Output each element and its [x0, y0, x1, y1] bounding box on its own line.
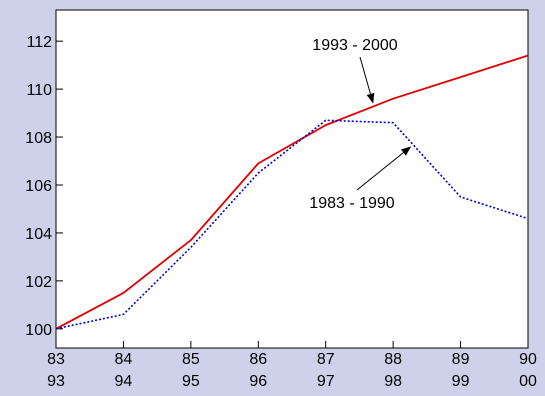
x-tick-label-top: 83 [47, 351, 65, 368]
y-tick-label: 110 [26, 82, 52, 99]
annotation-arrow [359, 56, 375, 104]
x-tick-label-top: 87 [317, 351, 335, 368]
x-tick-label-bottom: 94 [115, 373, 133, 390]
annotation-arrow [356, 146, 412, 191]
x-tick-label-top: 84 [115, 351, 133, 368]
series-label-1993-2000: 1993 - 2000 [312, 37, 398, 54]
y-tick-label: 100 [25, 322, 52, 339]
series-line-blue [55, 119, 529, 330]
x-tick-label-bottom: 93 [47, 373, 65, 390]
x-tick-label-bottom: 96 [249, 373, 267, 390]
x-tick-label-top: 89 [452, 351, 470, 368]
x-tick-label-top: 85 [182, 351, 200, 368]
y-tick-label: 112 [26, 34, 52, 51]
y-tick-label: 108 [25, 130, 52, 147]
x-tick-label-bottom: 99 [452, 373, 470, 390]
plot-area [55, 9, 529, 349]
x-tick-label-bottom: 98 [384, 373, 402, 390]
x-tick-label-bottom: 97 [317, 373, 335, 390]
x-tick-label-top: 90 [519, 351, 537, 368]
x-tick-label-bottom: 95 [182, 373, 200, 390]
y-tick-label: 102 [25, 274, 52, 291]
y-tick-label: 104 [25, 226, 52, 243]
x-tick-label-top: 86 [249, 351, 267, 368]
series-line-red [55, 54, 529, 330]
y-tick-label: 106 [25, 178, 52, 195]
x-tick-label-top: 88 [384, 351, 402, 368]
x-tick-label-bottom: 00 [519, 373, 537, 390]
series-label-1983-1990: 1983 - 1990 [309, 195, 395, 212]
